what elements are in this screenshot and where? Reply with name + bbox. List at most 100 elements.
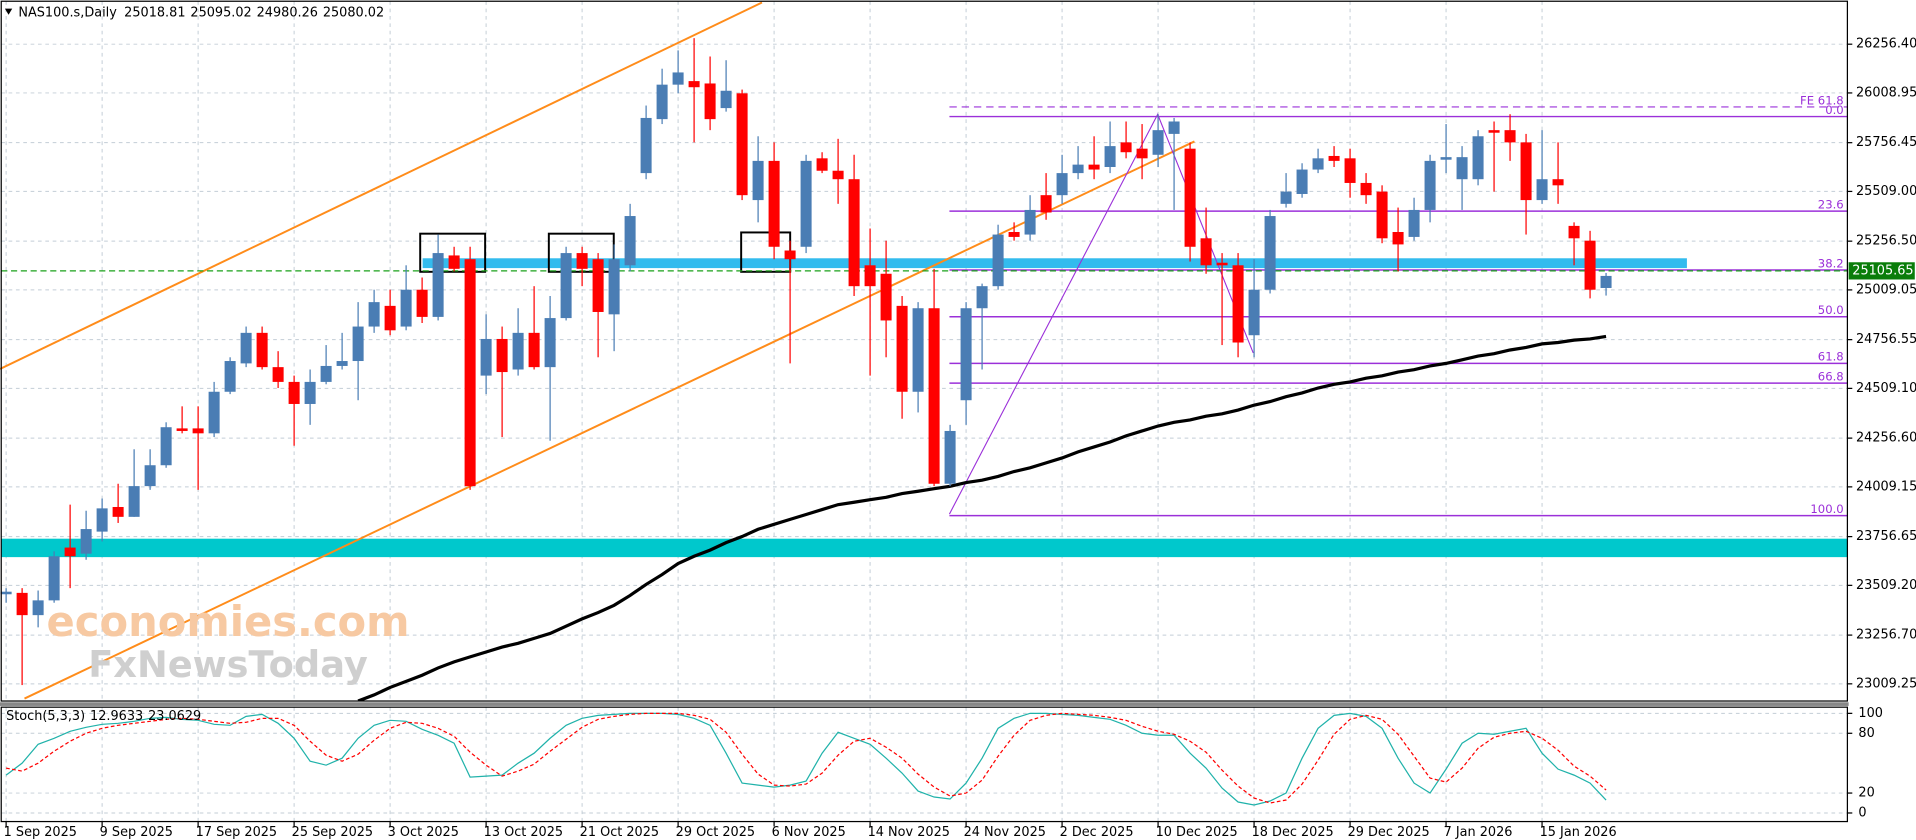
candle-body xyxy=(496,338,508,373)
candle-body xyxy=(1264,216,1276,290)
x-tick-label: 18 Dec 2025 xyxy=(1252,825,1334,840)
candle-body xyxy=(1456,157,1468,180)
candle-body xyxy=(1312,158,1324,170)
y-tick-label: 25509.00 xyxy=(1856,184,1916,199)
candle-body xyxy=(1248,289,1260,336)
candle-body xyxy=(1120,142,1132,153)
fib-label: 61.8 xyxy=(1818,350,1844,364)
candle-body xyxy=(1040,195,1052,213)
candle-body xyxy=(656,84,668,120)
candle-body xyxy=(1520,142,1532,201)
candle-body xyxy=(32,600,44,616)
x-tick-label: 25 Sep 2025 xyxy=(292,825,373,840)
x-tick-label: 1 Sep 2025 xyxy=(4,825,77,840)
candle-body xyxy=(720,90,732,109)
highlight-box xyxy=(419,232,487,273)
candle-body xyxy=(944,430,956,484)
candle-body xyxy=(736,93,748,196)
watermark: economies.com xyxy=(47,597,410,646)
candle-body xyxy=(1280,191,1292,204)
y-tick-label: 20 xyxy=(1858,786,1874,801)
candle-body xyxy=(400,289,412,327)
candle-body xyxy=(1424,160,1436,210)
x-tick-label: 17 Sep 2025 xyxy=(196,825,277,840)
y-tick-label: 23509.20 xyxy=(1856,578,1916,593)
candle-body xyxy=(1024,209,1036,235)
candle-body xyxy=(912,308,924,392)
mark-layer xyxy=(0,38,1612,806)
candle-body xyxy=(1552,179,1564,186)
candle-body xyxy=(352,326,364,362)
candle-body xyxy=(1504,130,1516,143)
y-tick-label: 0 xyxy=(1858,805,1866,820)
x-tick-label: 29 Dec 2025 xyxy=(1348,825,1430,840)
candle-body xyxy=(192,428,204,434)
candle-body xyxy=(928,308,940,484)
y-tick-label: 25256.50 xyxy=(1856,234,1916,249)
y-tick-label: 23009.25 xyxy=(1856,676,1916,691)
moving-average xyxy=(357,334,1607,702)
candle-body xyxy=(128,486,140,517)
header-low: 24980.26 xyxy=(257,5,318,20)
y-tick-label: 25009.05 xyxy=(1856,282,1916,297)
candle-body xyxy=(976,286,988,309)
candle-body xyxy=(80,529,92,554)
symbol: NAS100.s,Daily xyxy=(18,5,117,20)
support-zone xyxy=(1,538,1848,558)
candle-body xyxy=(960,308,972,401)
candle-body xyxy=(1072,164,1084,174)
candle-body xyxy=(1168,121,1180,134)
candle-body xyxy=(416,289,428,317)
resistance-zone xyxy=(422,258,1687,269)
candle-body xyxy=(640,117,652,174)
candle-body xyxy=(528,332,540,368)
candle-body xyxy=(1232,265,1244,343)
candle-body xyxy=(864,265,876,287)
fib-label: 0.0 xyxy=(1825,103,1844,117)
candle-body xyxy=(288,381,300,404)
x-tick-label: 24 Nov 2025 xyxy=(964,825,1046,840)
candle-body xyxy=(208,391,220,434)
candle-body xyxy=(240,332,252,364)
panel-separator xyxy=(0,702,1849,706)
candle-body xyxy=(1408,209,1420,237)
fib-layer: FE 61.80.0 23.6 38.2 50.0 61.8 66.8 100.0 xyxy=(1,93,1848,517)
x-tick-label: 29 Oct 2025 xyxy=(676,825,755,840)
header-high: 25095.02 xyxy=(190,5,251,20)
y-tick-label: 24256.60 xyxy=(1856,431,1916,446)
candle-body xyxy=(1344,158,1356,183)
candle-body xyxy=(176,428,188,431)
stoch-d: 23.0629 xyxy=(148,708,201,723)
candle-body xyxy=(1536,179,1548,201)
candle-body xyxy=(1216,262,1228,266)
candle-body xyxy=(1472,136,1484,180)
stoch-header: Stoch(5,3,3) 12.9633 23.0629 xyxy=(6,708,201,723)
candle-body xyxy=(1328,155,1340,161)
candle-body xyxy=(224,361,236,392)
candle-body xyxy=(160,427,172,466)
fibo-expansion-path xyxy=(948,113,1254,515)
candle-body xyxy=(48,556,60,601)
candle-body xyxy=(304,381,316,404)
y-tick-label: 26008.95 xyxy=(1856,85,1916,100)
fib-label: 66.8 xyxy=(1818,369,1844,383)
candle-body xyxy=(1184,148,1196,247)
candle-body xyxy=(384,305,396,331)
header-close: 25080.02 xyxy=(323,5,384,20)
candle-body xyxy=(1056,173,1068,196)
x-tick-label: 3 Oct 2025 xyxy=(388,825,459,840)
fib-label: 23.6 xyxy=(1818,197,1844,211)
candle-body xyxy=(832,170,844,180)
candle-body xyxy=(752,160,764,201)
y-tick-label: 26256.40 xyxy=(1856,37,1916,52)
candle-body xyxy=(16,592,28,616)
grid-layer xyxy=(1,1,1848,822)
watermark-layer: economies.com FxNewsToday xyxy=(47,597,410,686)
candle-body xyxy=(144,465,156,487)
fib-label: 100.0 xyxy=(1810,502,1843,516)
candle-body xyxy=(0,591,12,595)
candle-body xyxy=(592,259,604,312)
candle-body xyxy=(1136,148,1148,159)
stoch-line xyxy=(6,712,1607,804)
